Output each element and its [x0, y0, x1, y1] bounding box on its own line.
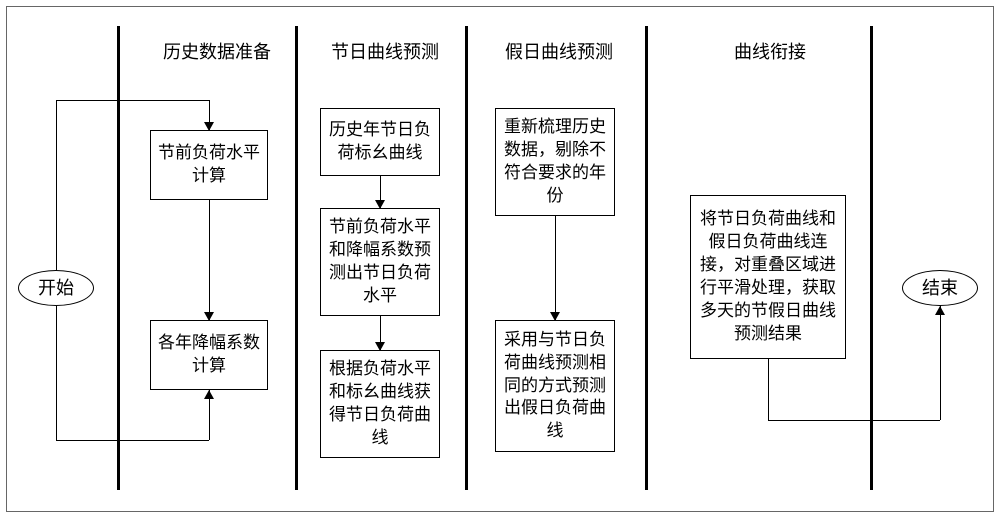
box-b1-text: 历史年节日负 荷标幺曲线	[329, 119, 431, 165]
arrow-start-a1	[204, 122, 214, 131]
box-c2-text: 采用与节日负 荷曲线预测相 同的方式预测 出假日负荷曲 线	[504, 329, 606, 444]
conn-c1-c2	[555, 216, 556, 320]
start-label: 开始	[38, 276, 74, 300]
box-c1-text: 重新梳理历史 数据，剔除不 符合要求的年 份	[504, 116, 606, 208]
arrow-d1-end	[935, 306, 945, 315]
conn-start-a2-h	[56, 440, 209, 441]
box-a2-text: 各年降幅系数 计算	[158, 332, 260, 378]
conn-start-a1-v	[56, 100, 57, 270]
end-label: 结束	[922, 276, 958, 300]
box-b1: 历史年节日负 荷标幺曲线	[320, 108, 440, 176]
lane-divider-3	[465, 26, 468, 490]
lane-header-4: 曲线衔接	[720, 38, 820, 64]
box-c2: 采用与节日负 荷曲线预测相 同的方式预测 出假日负荷曲 线	[495, 320, 615, 452]
end-terminal: 结束	[902, 270, 978, 306]
box-b3: 根据负荷水平 和标幺曲线获 得节日负荷曲 线	[320, 350, 440, 458]
arrow-start-a2	[204, 390, 214, 399]
conn-d1-end-h	[768, 420, 940, 421]
flowchart-canvas: 历史数据准备 节日曲线预测 假日曲线预测 曲线衔接 开始 结束 节前负荷水平 计…	[0, 0, 1000, 518]
lane-header-2: 节日曲线预测	[320, 38, 450, 64]
conn-d1-end-v2	[940, 306, 941, 420]
lane-divider-4	[645, 26, 648, 490]
box-b2-text: 节前负荷水平 和降幅系数预 测出节日负荷 水平	[329, 216, 431, 308]
start-terminal: 开始	[18, 270, 94, 306]
conn-start-a2-v	[56, 306, 57, 440]
lane-divider-1	[117, 26, 120, 490]
box-a1: 节前负荷水平 计算	[150, 130, 268, 200]
box-c1: 重新梳理历史 数据，剔除不 符合要求的年 份	[495, 108, 615, 216]
conn-start-a1-h	[56, 100, 209, 101]
lane-divider-2	[295, 26, 298, 490]
arrow-a1-a2	[204, 312, 214, 321]
box-a2: 各年降幅系数 计算	[150, 320, 268, 390]
conn-a1-a2	[209, 200, 210, 320]
arrow-b2-b3	[375, 342, 385, 351]
box-b2: 节前负荷水平 和降幅系数预 测出节日负荷 水平	[320, 208, 440, 316]
box-b3-text: 根据负荷水平 和标幺曲线获 得节日负荷曲 线	[329, 358, 431, 450]
arrow-c1-c2	[550, 312, 560, 321]
arrow-b1-b2	[375, 200, 385, 209]
lane-header-1: 历史数据准备	[152, 38, 282, 64]
conn-d1-end-v1	[768, 359, 769, 420]
box-d1-text: 将节日负荷曲线和 假日负荷曲线连 接，对重叠区域进 行平滑处理，获取 多天的节假…	[700, 208, 836, 346]
box-a1-text: 节前负荷水平 计算	[158, 142, 260, 188]
lane-header-3: 假日曲线预测	[494, 38, 624, 64]
box-d1: 将节日负荷曲线和 假日负荷曲线连 接，对重叠区域进 行平滑处理，获取 多天的节假…	[690, 195, 846, 359]
